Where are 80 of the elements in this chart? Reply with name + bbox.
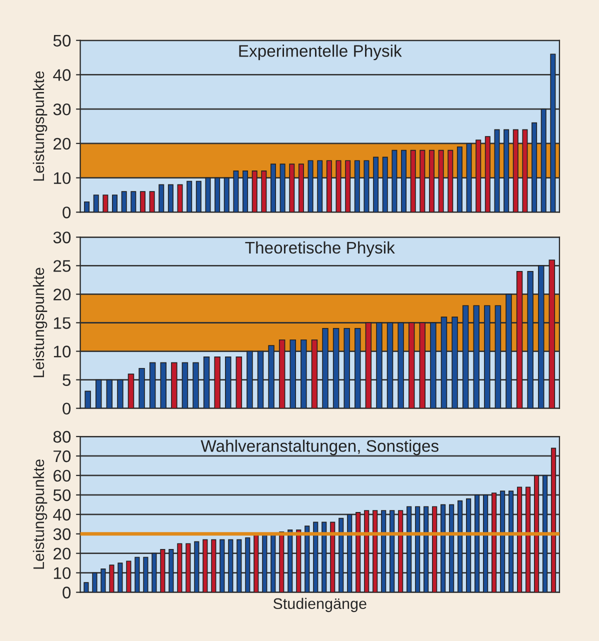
- y-tick-label: 40: [53, 69, 71, 81]
- y-tick-label: 30: [53, 104, 71, 116]
- bar: [532, 122, 538, 212]
- bar: [345, 160, 351, 212]
- chart-title: Wahlveranstaltungen, Sonstiges: [200, 440, 438, 456]
- bar: [392, 150, 398, 212]
- bar: [280, 164, 286, 212]
- bar: [121, 191, 127, 212]
- y-tick-label: 70: [54, 450, 71, 462]
- bar: [448, 150, 454, 212]
- bar: [149, 191, 155, 212]
- bar: [196, 180, 202, 212]
- bar: [224, 177, 230, 212]
- bar: [130, 191, 136, 212]
- y-tick-label: 10: [54, 346, 71, 358]
- y-axis-title: Leistungspunkte: [32, 268, 48, 378]
- bar: [242, 170, 248, 212]
- y-tick-label: 50: [53, 489, 71, 502]
- bar: [484, 136, 490, 212]
- bar: [373, 156, 379, 212]
- bar: [382, 156, 388, 212]
- bar: [540, 108, 546, 212]
- bar: [298, 164, 304, 212]
- bar: [364, 160, 370, 212]
- y-tick-label: 30: [53, 528, 71, 540]
- y-tick-label: 40: [53, 508, 71, 521]
- y-tick-label: 5: [62, 374, 71, 386]
- y-tick-label: 30: [53, 232, 71, 244]
- bar: [205, 177, 211, 212]
- bar: [177, 184, 183, 212]
- y-tick-label: 0: [62, 206, 71, 218]
- y-tick-label: 10: [54, 172, 71, 184]
- bar: [336, 160, 342, 212]
- y-tick-label: 10: [54, 567, 71, 580]
- bar: [168, 184, 174, 212]
- x-axis-title: Studiengänge: [273, 598, 366, 612]
- y-axis-title: Leistungspunkte: [32, 71, 48, 181]
- y-tick-label: 0: [62, 586, 71, 598]
- bar: [186, 180, 192, 212]
- y-tick-label: 20: [54, 288, 71, 300]
- bar: [466, 143, 472, 212]
- bar: [550, 54, 556, 212]
- bar: [252, 170, 258, 212]
- y-tick-label: 50: [53, 34, 71, 47]
- bar: [140, 191, 146, 212]
- y-tick-label: 15: [54, 317, 71, 329]
- chart-title: Experimentelle Physik: [239, 44, 402, 60]
- chart-title: Theoretische Physik: [245, 241, 395, 257]
- bar: [102, 194, 108, 212]
- bar: [289, 164, 295, 212]
- bar: [158, 184, 164, 212]
- bar: [438, 150, 444, 212]
- y-tick-label: 0: [62, 402, 71, 415]
- bar: [214, 177, 220, 212]
- y-tick-label: 20: [54, 548, 71, 560]
- y-tick-label: 60: [54, 470, 71, 482]
- bar: [317, 160, 323, 212]
- y-axis-title: Leistungspunkte: [32, 459, 48, 569]
- bar: [428, 150, 434, 212]
- bar: [112, 194, 118, 212]
- bar: [456, 146, 462, 212]
- bar: [233, 170, 239, 212]
- bar: [93, 194, 99, 212]
- bar: [270, 164, 276, 212]
- y-tick-label: 80: [53, 430, 71, 443]
- bar: [420, 150, 426, 212]
- bar: [326, 160, 332, 212]
- bar: [308, 160, 314, 212]
- bar: [512, 129, 518, 212]
- bar: [84, 201, 90, 212]
- bar: [261, 170, 267, 212]
- bar: [410, 150, 416, 212]
- bar: [476, 140, 482, 212]
- y-tick-label: 20: [54, 138, 71, 150]
- bar: [504, 129, 510, 212]
- bar: [522, 129, 528, 212]
- y-tick-label: 25: [54, 260, 71, 272]
- bar: [494, 129, 500, 212]
- bar: [354, 160, 360, 212]
- bar: [401, 150, 407, 212]
